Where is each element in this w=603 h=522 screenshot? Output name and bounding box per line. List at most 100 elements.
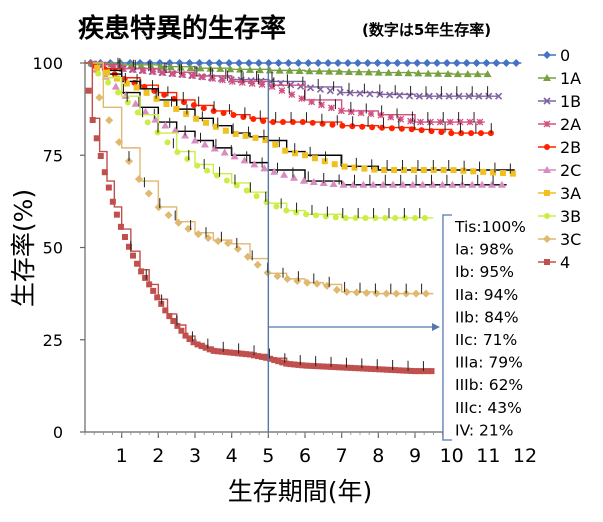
data-point-3C [273,272,282,281]
data-point-3A [460,167,467,174]
data-point-4 [335,364,342,371]
data-point-3B [352,214,359,221]
data-point-4 [194,341,201,348]
data-point-3A [331,161,338,168]
data-point-4 [174,322,181,329]
x-tick-label: 3 [189,445,201,467]
data-point-2A [397,115,405,123]
x-tick-label: 5 [262,445,274,467]
legend-marker-2B [544,144,550,150]
data-point-4 [97,152,104,159]
data-point-2A [120,65,127,73]
data-point-4 [186,336,193,343]
data-point-2A [169,70,177,78]
data-point-0 [472,59,481,67]
data-point-2C [428,180,437,188]
data-point-4 [214,348,221,355]
data-point-3A [163,100,170,107]
data-point-2A [357,109,365,117]
data-point-2A [219,76,226,84]
annotation-line: Ib: 95% [455,263,514,281]
data-point-3A [262,136,269,143]
data-point-4 [222,349,229,356]
data-point-3C [352,288,361,297]
data-point-0 [393,59,402,67]
data-point-3B [283,207,290,214]
data-point-4 [416,368,423,375]
data-point-1B [445,92,453,100]
data-point-1A [483,70,492,78]
data-point-3A [480,168,487,175]
data-point-4 [202,344,209,351]
data-point-4 [218,348,225,355]
data-point-2B [240,114,247,121]
legend-marker-1B [543,97,551,105]
data-point-2A [436,118,444,126]
data-point-4 [105,184,112,191]
data-point-2C [478,180,487,188]
data-point-1A [473,70,482,78]
data-point-1B [485,92,493,100]
data-point-4 [89,117,96,124]
data-point-3A [410,167,417,174]
data-point-3A [440,167,447,174]
data-point-1B [405,92,414,100]
data-point-0 [334,59,342,67]
data-point-4 [134,260,141,267]
data-point-4 [182,332,189,339]
annotation-line: IV: 21% [455,421,514,439]
data-point-3A [143,89,150,96]
data-point-2A [199,73,207,81]
legend-marker-2C [543,166,551,173]
data-point-3A [391,167,398,174]
data-point-2C [260,164,269,172]
data-point-2C [359,180,368,188]
data-point-0 [482,59,491,67]
data-point-2C [250,160,259,168]
data-point-3B [303,211,310,218]
legend-label-3B: 3B [560,207,581,226]
data-point-3C [332,285,341,294]
data-point-1A [176,63,185,71]
annotation-line: IIc: 71% [455,331,517,349]
data-point-0 [314,59,323,67]
data-point-4 [424,368,431,375]
data-point-4 [343,364,350,371]
data-point-1B [396,91,404,100]
data-point-3A [104,69,110,76]
data-point-2A [248,80,256,87]
legend-marker-0 [543,51,551,59]
data-point-3B [115,89,121,96]
y-tick-label: 25 [43,331,63,350]
data-point-4 [259,353,266,360]
data-point-1B [386,91,394,99]
data-point-1A [226,65,235,73]
data-point-1B [336,88,344,96]
data-point-4 [368,365,374,372]
data-point-3A [292,150,299,157]
data-point-2C [408,180,417,188]
legend-marker-1A [543,74,551,81]
data-point-4 [170,318,177,325]
data-point-2A [129,66,137,74]
data-point-1A [335,67,344,75]
data-point-4 [283,360,290,367]
data-point-4 [255,353,262,360]
data-point-4 [238,350,245,357]
data-point-2B [369,124,376,131]
data-point-2C [488,180,496,188]
data-point-2B [398,125,405,132]
data-point-3B [223,177,230,184]
data-point-1B [366,90,374,98]
data-point-2A [466,118,474,126]
series-3C [85,62,434,298]
data-point-4 [392,367,399,374]
legend-marker-3A [544,190,550,196]
data-point-4 [142,274,149,281]
data-point-3C [224,239,232,248]
legend-label-3A: 3A [560,184,581,203]
x-tick-label: 2 [152,445,164,467]
data-point-1A [424,69,433,77]
x-tick-label: 7 [336,445,348,467]
annotation-line: IIb: 84% [455,308,519,326]
